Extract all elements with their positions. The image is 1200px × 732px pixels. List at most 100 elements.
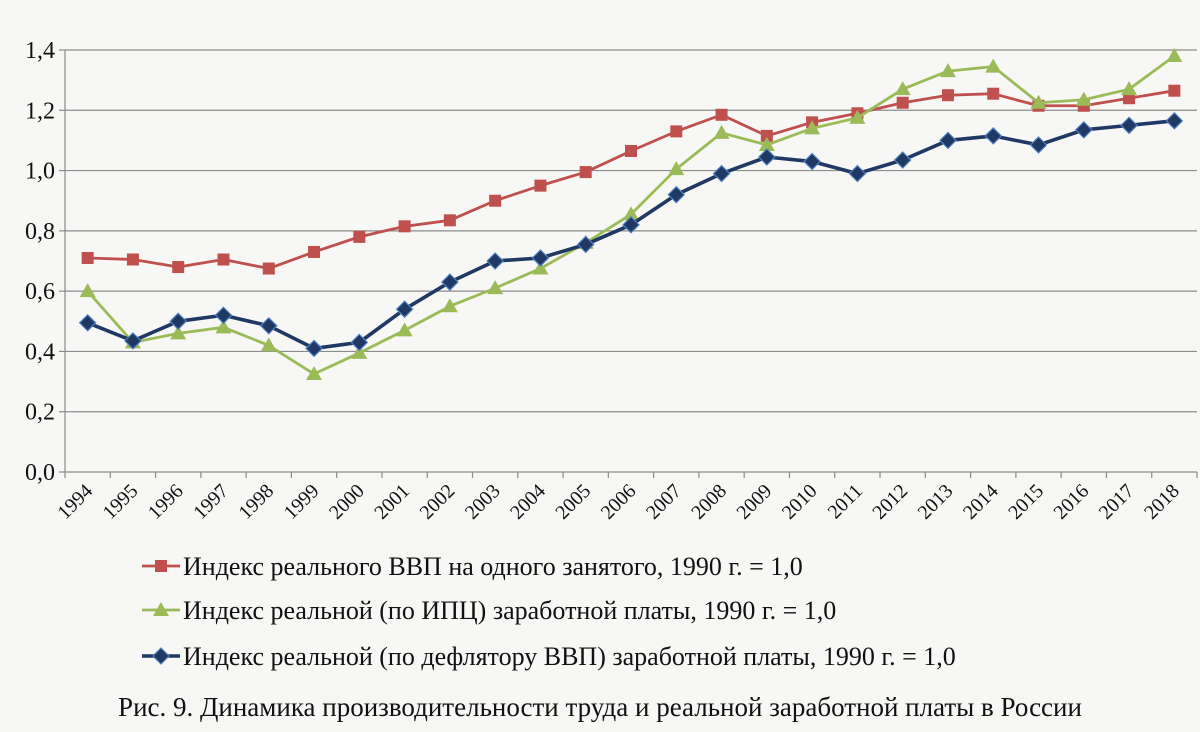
x-tick-label: 2015 (1004, 480, 1048, 524)
data-point (715, 108, 728, 121)
x-tick-label: 2010 (778, 480, 822, 524)
x-tick-label: 2007 (642, 480, 686, 524)
legend-label: Индекс реальной (по дефлятору ВВП) зараб… (183, 642, 956, 671)
data-point (670, 125, 683, 138)
series-triangle (79, 48, 1183, 381)
x-tick-label: 1997 (189, 480, 233, 524)
data-point (848, 164, 867, 183)
data-point (985, 58, 1002, 73)
y-tick-label: 0,0 (25, 460, 55, 486)
data-point (534, 179, 547, 192)
y-tick-label: 1,2 (25, 98, 55, 124)
legend-marker (153, 602, 169, 616)
legend-item: Индекс реального ВВП на одного занятого,… (142, 552, 803, 581)
data-point (984, 127, 1003, 145)
data-point (126, 253, 139, 266)
y-tick-label: 1,4 (25, 38, 55, 64)
data-point (396, 322, 413, 337)
x-tick-label: 1999 (280, 480, 324, 524)
y-tick-label: 0,8 (25, 219, 55, 245)
data-point (308, 245, 321, 258)
data-point (350, 333, 369, 352)
x-tick-label: 1996 (144, 480, 188, 524)
series-line (87, 89, 1175, 270)
data-point (532, 260, 549, 275)
series-group (78, 48, 1184, 381)
series-square (81, 84, 1181, 275)
x-tick-label: 2001 (370, 480, 414, 524)
data-point (713, 124, 730, 139)
data-point (939, 131, 957, 150)
data-point (987, 87, 1000, 100)
data-point (81, 251, 94, 264)
x-tick-label: 1998 (234, 480, 278, 524)
data-point (79, 283, 96, 298)
data-point (1165, 111, 1184, 130)
y-tick-label: 1,0 (25, 159, 55, 185)
data-point (441, 298, 458, 313)
data-point (217, 253, 230, 266)
data-point (803, 152, 821, 171)
data-point (1030, 94, 1047, 109)
y-tick-label: 0,6 (25, 279, 55, 305)
figure-caption: Рис. 9. Динамика производительности труд… (118, 692, 1082, 722)
x-tick-label: 2009 (733, 480, 777, 524)
legend-marker (152, 647, 170, 665)
x-tick-label: 2003 (461, 480, 505, 524)
data-point (395, 300, 414, 319)
x-tick-label: 2018 (1140, 480, 1184, 524)
data-point (353, 230, 366, 243)
data-point (1075, 91, 1092, 106)
data-point (78, 313, 97, 332)
data-point (531, 249, 550, 267)
data-point (169, 312, 188, 331)
x-tick-label: 2016 (1049, 480, 1093, 524)
data-point (1121, 81, 1138, 96)
x-tick-label: 2000 (325, 480, 369, 524)
data-point (262, 262, 275, 275)
data-point (1168, 84, 1181, 97)
data-point (758, 136, 775, 151)
data-point (1029, 136, 1048, 154)
data-point (486, 252, 505, 270)
data-point (579, 166, 592, 179)
data-point (259, 316, 278, 335)
y-axis-ticks: 0,0 0,2 0,4 0,6 0,8 1,0 1,2 1,4 (25, 38, 55, 486)
data-point (172, 261, 185, 274)
data-point (214, 306, 233, 325)
data-point (893, 151, 912, 169)
data-point (667, 185, 686, 204)
data-point (260, 337, 277, 352)
x-axis-ticks: 1994 1995 1996 1997 1998 1999 2000 2001 2002 2003… (53, 480, 1184, 524)
legend-marker (155, 560, 167, 572)
data-point (443, 214, 456, 227)
data-point (804, 120, 821, 135)
x-tick-label: 2005 (551, 480, 595, 524)
data-point (305, 339, 323, 358)
legend-label: Индекс реального ВВП на одного занятого,… (183, 552, 803, 581)
legend: Индекс реального ВВП на одного занятого,… (142, 552, 956, 671)
data-point (668, 161, 685, 176)
data-point (1166, 48, 1183, 63)
data-point (1123, 92, 1136, 105)
data-point (215, 319, 232, 334)
data-point (398, 220, 411, 233)
data-point (849, 109, 866, 124)
x-tick-label: 2004 (506, 480, 550, 524)
data-point (939, 63, 956, 78)
data-point (1074, 121, 1093, 139)
data-point (306, 366, 323, 381)
data-point (757, 148, 776, 166)
x-tick-label: 2012 (868, 480, 912, 524)
data-point (441, 273, 459, 291)
data-point (712, 164, 731, 183)
data-point (487, 280, 504, 295)
x-tick-label: 2002 (416, 480, 460, 524)
x-tick-label: 2014 (959, 480, 1003, 524)
x-tick-label: 2013 (914, 480, 958, 524)
x-tick-label: 2011 (824, 480, 867, 523)
legend-item: Индекс реальной (по ИПЦ) заработной плат… (142, 596, 836, 625)
data-point (1120, 116, 1138, 135)
data-point (351, 344, 368, 359)
